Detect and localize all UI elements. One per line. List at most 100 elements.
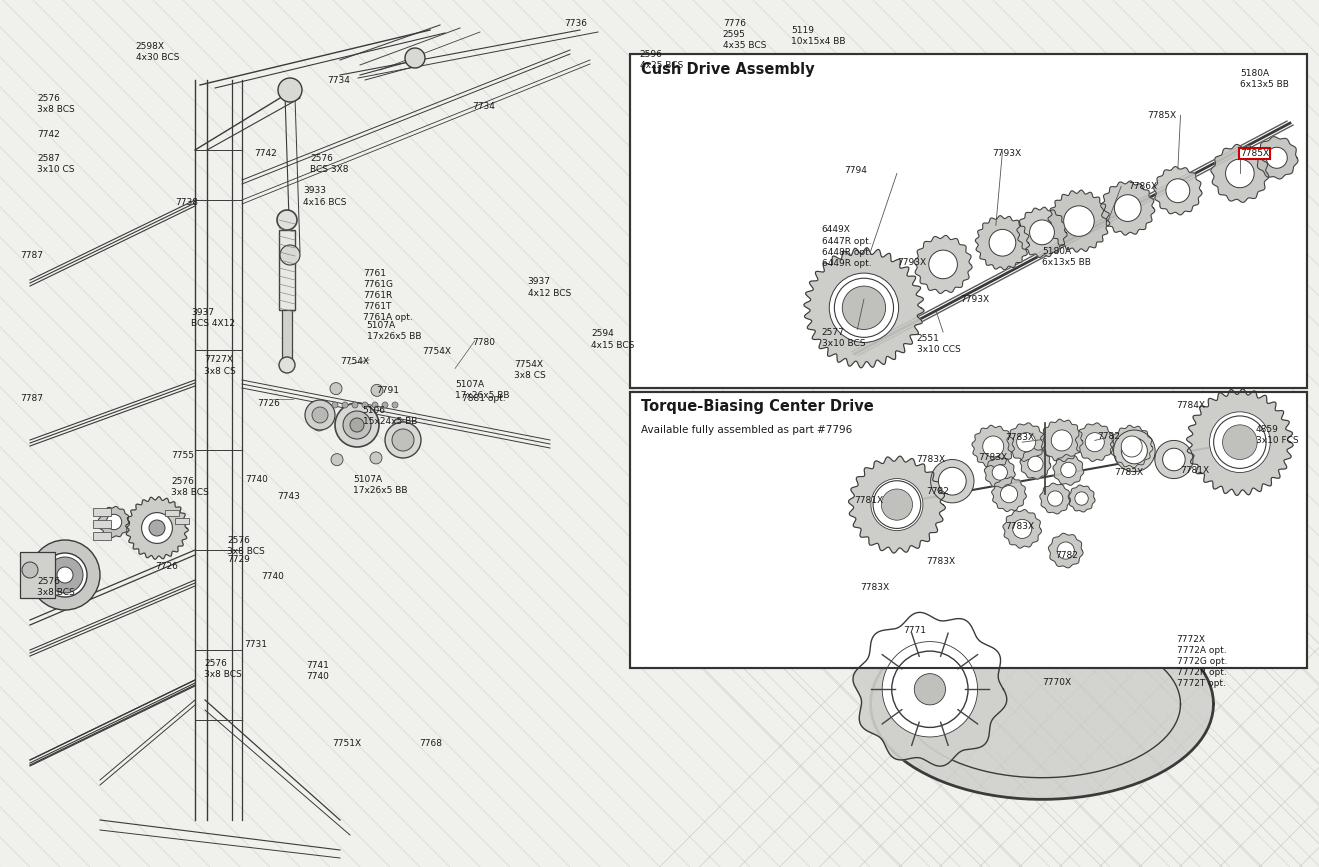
Circle shape: [983, 436, 1004, 457]
Polygon shape: [853, 612, 1006, 766]
Circle shape: [392, 402, 398, 408]
Circle shape: [914, 674, 946, 705]
Circle shape: [343, 411, 371, 439]
Text: 7761
7761G
7761R
7761T
7761A opt.: 7761 7761G 7761R 7761T 7761A opt.: [363, 269, 413, 323]
Circle shape: [843, 286, 885, 329]
Text: 2576
3x8 BCS: 2576 3x8 BCS: [37, 94, 75, 114]
Circle shape: [1268, 149, 1286, 166]
Circle shape: [1169, 181, 1187, 200]
Text: 3937
BCS 4X12: 3937 BCS 4X12: [191, 308, 235, 328]
Bar: [630, 54, 1307, 388]
Circle shape: [30, 540, 100, 610]
Polygon shape: [1053, 454, 1084, 486]
Text: 7768: 7768: [419, 739, 442, 747]
Circle shape: [371, 452, 383, 464]
Text: 7754X: 7754X: [340, 357, 369, 366]
Circle shape: [313, 419, 324, 431]
Circle shape: [931, 252, 955, 276]
Polygon shape: [1017, 207, 1067, 257]
Circle shape: [992, 231, 1013, 254]
Text: 7726: 7726: [257, 399, 280, 407]
Text: 7783X: 7783X: [1115, 468, 1144, 477]
Bar: [630, 54, 1307, 388]
Polygon shape: [125, 497, 189, 559]
Circle shape: [909, 668, 951, 711]
Circle shape: [372, 402, 379, 408]
Polygon shape: [1154, 166, 1202, 215]
Circle shape: [1000, 486, 1018, 503]
Text: 7736: 7736: [565, 19, 587, 28]
Polygon shape: [992, 477, 1026, 512]
Circle shape: [107, 514, 121, 530]
Polygon shape: [1187, 389, 1293, 495]
Circle shape: [892, 651, 968, 727]
Circle shape: [44, 553, 87, 597]
Polygon shape: [1100, 181, 1155, 235]
Circle shape: [1013, 519, 1031, 538]
Circle shape: [1115, 195, 1141, 221]
Bar: [630, 392, 1307, 668]
Circle shape: [149, 520, 165, 536]
Text: 7781X: 7781X: [1181, 466, 1210, 475]
Text: 2594
4x15 BCS: 2594 4x15 BCS: [591, 329, 634, 349]
Polygon shape: [1211, 145, 1269, 202]
Bar: [20, 552, 55, 598]
Circle shape: [393, 419, 405, 431]
Circle shape: [1155, 440, 1192, 479]
Circle shape: [871, 479, 923, 531]
Polygon shape: [1049, 533, 1083, 568]
Text: 7782: 7782: [926, 487, 948, 496]
Circle shape: [1113, 430, 1155, 472]
Text: 5180A
6x13x5 BB: 5180A 6x13x5 BB: [1042, 247, 1091, 267]
Bar: [94, 532, 111, 540]
Circle shape: [1031, 222, 1053, 243]
Text: 7783X: 7783X: [1005, 522, 1034, 531]
Circle shape: [1017, 433, 1035, 452]
Text: 5180A
6x13x5 BB: 5180A 6x13x5 BB: [1240, 69, 1289, 89]
Circle shape: [881, 489, 913, 520]
Polygon shape: [1256, 137, 1298, 179]
Circle shape: [830, 273, 898, 342]
Polygon shape: [1075, 423, 1115, 461]
Text: 2587
3x10 CS: 2587 3x10 CS: [37, 154, 74, 174]
Text: 7793X: 7793X: [960, 295, 989, 303]
Text: 7783X: 7783X: [979, 453, 1008, 461]
Text: 7785X: 7785X: [1240, 149, 1269, 158]
Text: 5107A
17x26x5 BB: 5107A 17x26x5 BB: [353, 475, 408, 495]
Circle shape: [1121, 438, 1148, 464]
Circle shape: [1063, 205, 1095, 237]
Circle shape: [1075, 492, 1088, 505]
Text: 7781X: 7781X: [855, 496, 884, 505]
Circle shape: [938, 467, 967, 495]
Text: 7754X
3x8 CS: 7754X 3x8 CS: [514, 360, 546, 380]
Circle shape: [385, 422, 421, 458]
Polygon shape: [1041, 420, 1083, 461]
Circle shape: [1028, 456, 1043, 472]
Text: 7771: 7771: [904, 626, 926, 635]
Circle shape: [330, 382, 342, 394]
Bar: [630, 54, 1307, 388]
Circle shape: [331, 453, 343, 466]
Circle shape: [873, 480, 921, 529]
Text: 7783X: 7783X: [1005, 434, 1034, 442]
Polygon shape: [975, 216, 1030, 270]
Circle shape: [350, 418, 364, 432]
Polygon shape: [1020, 448, 1051, 479]
Text: 7783X: 7783X: [917, 455, 946, 464]
Circle shape: [929, 250, 958, 279]
Circle shape: [1225, 159, 1254, 188]
Text: 7793X: 7793X: [992, 149, 1021, 158]
Text: 4859
3x10 FCS: 4859 3x10 FCS: [1256, 425, 1298, 445]
Circle shape: [1057, 542, 1075, 559]
Circle shape: [352, 402, 357, 408]
Circle shape: [342, 402, 348, 408]
Text: 2576
3x8 BCS: 2576 3x8 BCS: [204, 659, 243, 679]
Polygon shape: [1111, 426, 1153, 467]
Circle shape: [371, 384, 383, 396]
Text: 7783X: 7783X: [860, 583, 889, 591]
Text: 5107A
17x26x5 BB: 5107A 17x26x5 BB: [455, 380, 509, 400]
Circle shape: [332, 402, 338, 408]
Text: 3937
4x12 BCS: 3937 4x12 BCS: [528, 277, 571, 297]
Text: 5119
10x15x4 BB: 5119 10x15x4 BB: [791, 26, 845, 46]
Text: 7784X: 7784X: [1177, 401, 1206, 409]
